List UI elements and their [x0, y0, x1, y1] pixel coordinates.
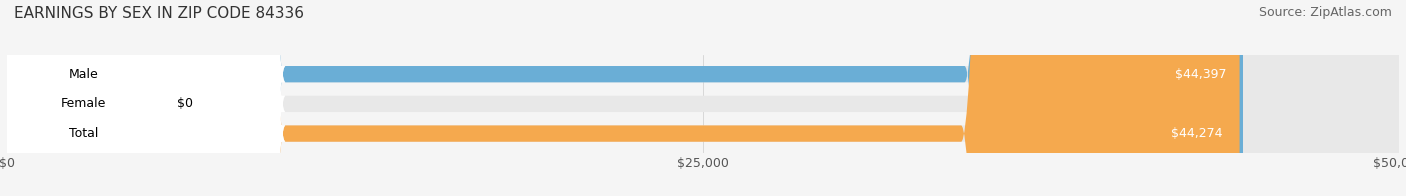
- Text: EARNINGS BY SEX IN ZIP CODE 84336: EARNINGS BY SEX IN ZIP CODE 84336: [14, 6, 304, 21]
- FancyBboxPatch shape: [7, 0, 1243, 196]
- FancyBboxPatch shape: [0, 0, 285, 196]
- Text: Total: Total: [69, 127, 98, 140]
- Text: Source: ZipAtlas.com: Source: ZipAtlas.com: [1258, 6, 1392, 19]
- Text: Male: Male: [69, 68, 98, 81]
- FancyBboxPatch shape: [7, 0, 1399, 196]
- FancyBboxPatch shape: [7, 0, 1240, 196]
- FancyBboxPatch shape: [7, 0, 1399, 196]
- FancyBboxPatch shape: [0, 0, 285, 196]
- FancyBboxPatch shape: [7, 0, 1399, 196]
- Text: $44,274: $44,274: [1171, 127, 1223, 140]
- FancyBboxPatch shape: [0, 0, 285, 196]
- Text: Female: Female: [60, 97, 107, 110]
- Text: $0: $0: [177, 97, 193, 110]
- Text: $44,397: $44,397: [1175, 68, 1226, 81]
